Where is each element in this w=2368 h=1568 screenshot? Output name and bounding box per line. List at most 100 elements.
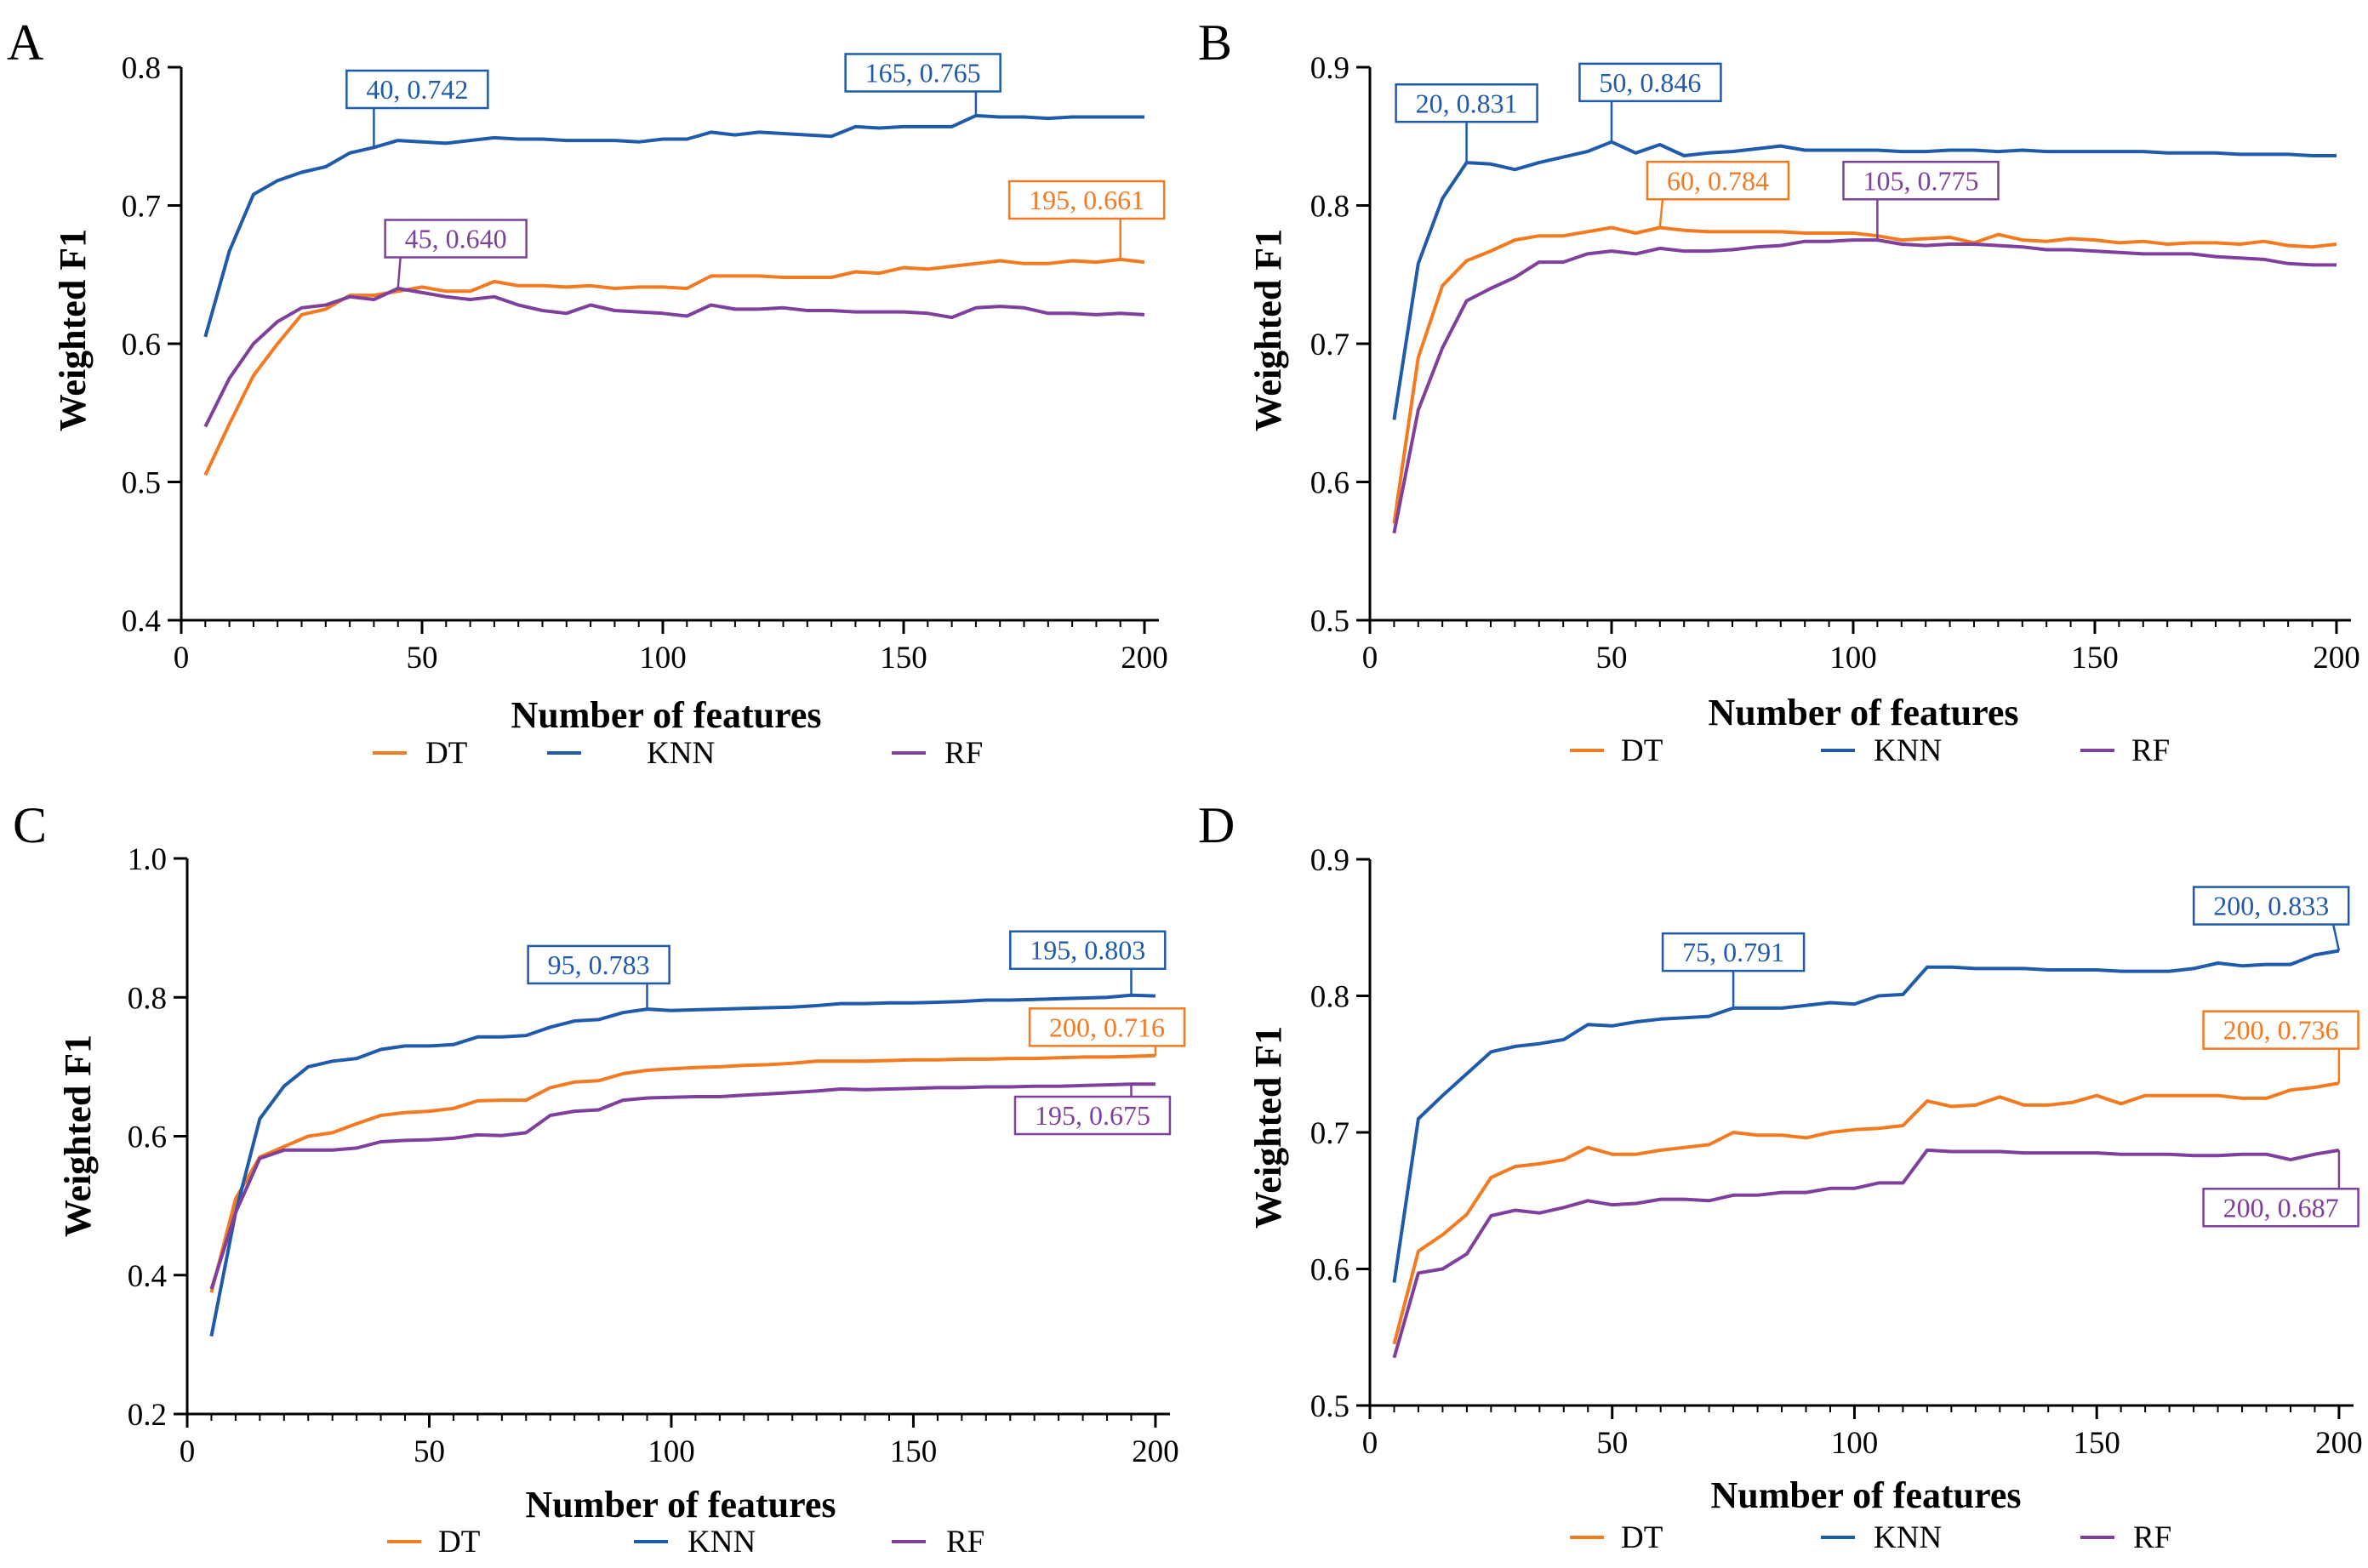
y-tick-label: 0.7 (122, 190, 161, 225)
x-tick-label: 50 (1596, 1426, 1628, 1461)
y-tick-label: 0.8 (1310, 190, 1349, 225)
callout: 45, 0.640 (384, 219, 528, 289)
plot-axes: 0 50 100 150 200 0.5 0.6 0.7 0.8 0.9 (1310, 843, 2363, 1461)
x-tick-label: 100 (1829, 641, 1877, 676)
series-line-knn (203, 113, 1144, 338)
x-tick-label: 150 (2073, 1426, 2120, 1461)
callout: 105, 0.775 (1842, 161, 2000, 241)
plot-axes: 0 50 100 150 200 0.4 0.5 0.6 0.7 0.8 (122, 51, 1168, 676)
legend-label-rf: RF (2131, 733, 2170, 768)
callout-label: 200, 0.833 (2213, 891, 2329, 921)
callout-label: 105, 0.775 (1863, 165, 1978, 196)
callout: 195, 0.661 (1007, 180, 1166, 259)
panel-letter: A (7, 14, 43, 71)
legend-label-knn: KNN (1874, 1520, 1942, 1555)
x-tick-label: 100 (639, 641, 687, 676)
y-tick-label: 0.5 (1310, 604, 1349, 639)
series-line-rf (1392, 238, 2337, 533)
callout: 60, 0.784 (1646, 161, 1790, 228)
y-tick-label: 0.8 (128, 981, 167, 1016)
callout-label: 195, 0.661 (1029, 185, 1144, 215)
callout-box (1395, 83, 1538, 123)
panel-d: D 0 50 100 150 200 0.5 0.6 0.7 0.8 0.9 75, 0.791 2… (1198, 797, 2363, 1555)
callout-leader (2331, 924, 2341, 951)
legend-label-rf: RF (946, 1525, 984, 1559)
y-tick-label: 0.6 (128, 1120, 167, 1155)
callout-box (1661, 932, 1806, 972)
x-tick-label: 200 (1132, 1434, 1179, 1469)
callout: 195, 0.803 (1009, 930, 1167, 995)
series-line-dt (1392, 1081, 2340, 1345)
callout-label: 45, 0.640 (405, 224, 507, 254)
panel-b: B 0 50 100 150 200 0.5 0.6 0.7 0.8 0.9 20, 0.831 5… (1198, 14, 2360, 768)
callout-label: 75, 0.791 (1682, 937, 1784, 967)
x-tick-label: 150 (890, 1434, 938, 1469)
series-line-rf (203, 287, 1145, 428)
callout-box (1009, 930, 1167, 970)
x-tick-label: 150 (880, 641, 927, 676)
callout-label: 195, 0.675 (1035, 1100, 1150, 1131)
x-tick-label: 50 (1595, 641, 1627, 676)
x-tick-label: 100 (1831, 1426, 1879, 1461)
y-tick-label: 0.7 (1310, 1116, 1349, 1151)
callout-box (527, 944, 670, 985)
legend-label-knn: KNN (647, 736, 715, 771)
plot-axes: 0 50 100 150 200 0.5 0.6 0.7 0.8 0.9 (1310, 51, 2360, 676)
plot-lines (209, 993, 1155, 1337)
x-tick-label: 200 (1121, 641, 1168, 676)
callout: 165, 0.765 (844, 53, 1001, 116)
callout-label: 50, 0.846 (1599, 67, 1701, 98)
x-tick-label: 50 (407, 641, 438, 676)
legend-label-dt: DT (438, 1525, 480, 1559)
callout-box (1007, 180, 1166, 220)
callout-label: 60, 0.784 (1667, 165, 1769, 196)
plot-axes: 0 50 100 150 200 0.2 0.4 0.6 0.8 1.0 (128, 842, 1179, 1469)
y-axis-title: Weighted F1 (52, 229, 94, 431)
legend: DT KNN RF (387, 1525, 984, 1559)
callout: 40, 0.742 (345, 69, 489, 148)
callout: 50, 0.846 (1578, 62, 1722, 142)
legend: DT KNN RF (373, 736, 983, 771)
callout-box (2192, 886, 2350, 926)
y-axis-title: Weighted F1 (1247, 1026, 1289, 1229)
callout-label: 95, 0.783 (548, 949, 650, 980)
callout: 200, 0.833 (2192, 886, 2350, 951)
y-axis-title: Weighted F1 (57, 1035, 99, 1237)
y-tick-label: 0.2 (128, 1398, 167, 1433)
legend: DT KNN RF (1570, 733, 2170, 768)
legend-label-knn: KNN (1874, 733, 1942, 768)
y-tick-label: 0.6 (1310, 466, 1349, 501)
plot-annotations: 40, 0.742 165, 0.765 195, 0.661 45, 0.640 (345, 53, 1166, 289)
callout: 20, 0.831 (1395, 83, 1538, 163)
callout-box (2202, 1188, 2359, 1228)
series-line-dt (209, 1053, 1155, 1293)
series-line-knn (209, 993, 1155, 1337)
callout-label: 20, 0.831 (1416, 88, 1518, 118)
y-tick-label: 0.6 (122, 328, 161, 362)
callout-leader (397, 257, 402, 289)
y-tick-label: 0.5 (1310, 1389, 1349, 1424)
panel-letter: B (1198, 14, 1232, 71)
plot-annotations: 75, 0.791 200, 0.833 200, 0.736 200, 0.687 (1661, 886, 2359, 1228)
callout-label: 200, 0.736 (2223, 1015, 2339, 1046)
callout-box (1013, 1095, 1172, 1136)
y-tick-label: 0.9 (1310, 51, 1349, 86)
panel-c: C 0 50 100 150 200 0.2 0.4 0.6 0.8 1.0 95, 0.783 1… (13, 797, 1186, 1559)
y-tick-label: 0.6 (1310, 1253, 1349, 1288)
y-tick-label: 0.8 (122, 51, 161, 86)
panel-letter: D (1198, 797, 1235, 853)
callout-box (1646, 161, 1790, 201)
callout-box (2202, 1010, 2359, 1050)
series-line-knn (1392, 140, 2337, 420)
plot-lines (203, 113, 1145, 476)
callout: 200, 0.736 (2202, 1010, 2359, 1084)
plot-annotations: 95, 0.783 195, 0.803 200, 0.716 195, 0.675 (527, 930, 1186, 1136)
callout-box (345, 69, 489, 110)
x-tick-label: 0 (180, 1434, 196, 1469)
series-line-dt (1392, 225, 2337, 524)
legend-label-rf: RF (944, 736, 983, 771)
callout-box (1578, 62, 1722, 103)
y-tick-label: 0.7 (1310, 328, 1349, 362)
callout-box (1842, 161, 2000, 201)
